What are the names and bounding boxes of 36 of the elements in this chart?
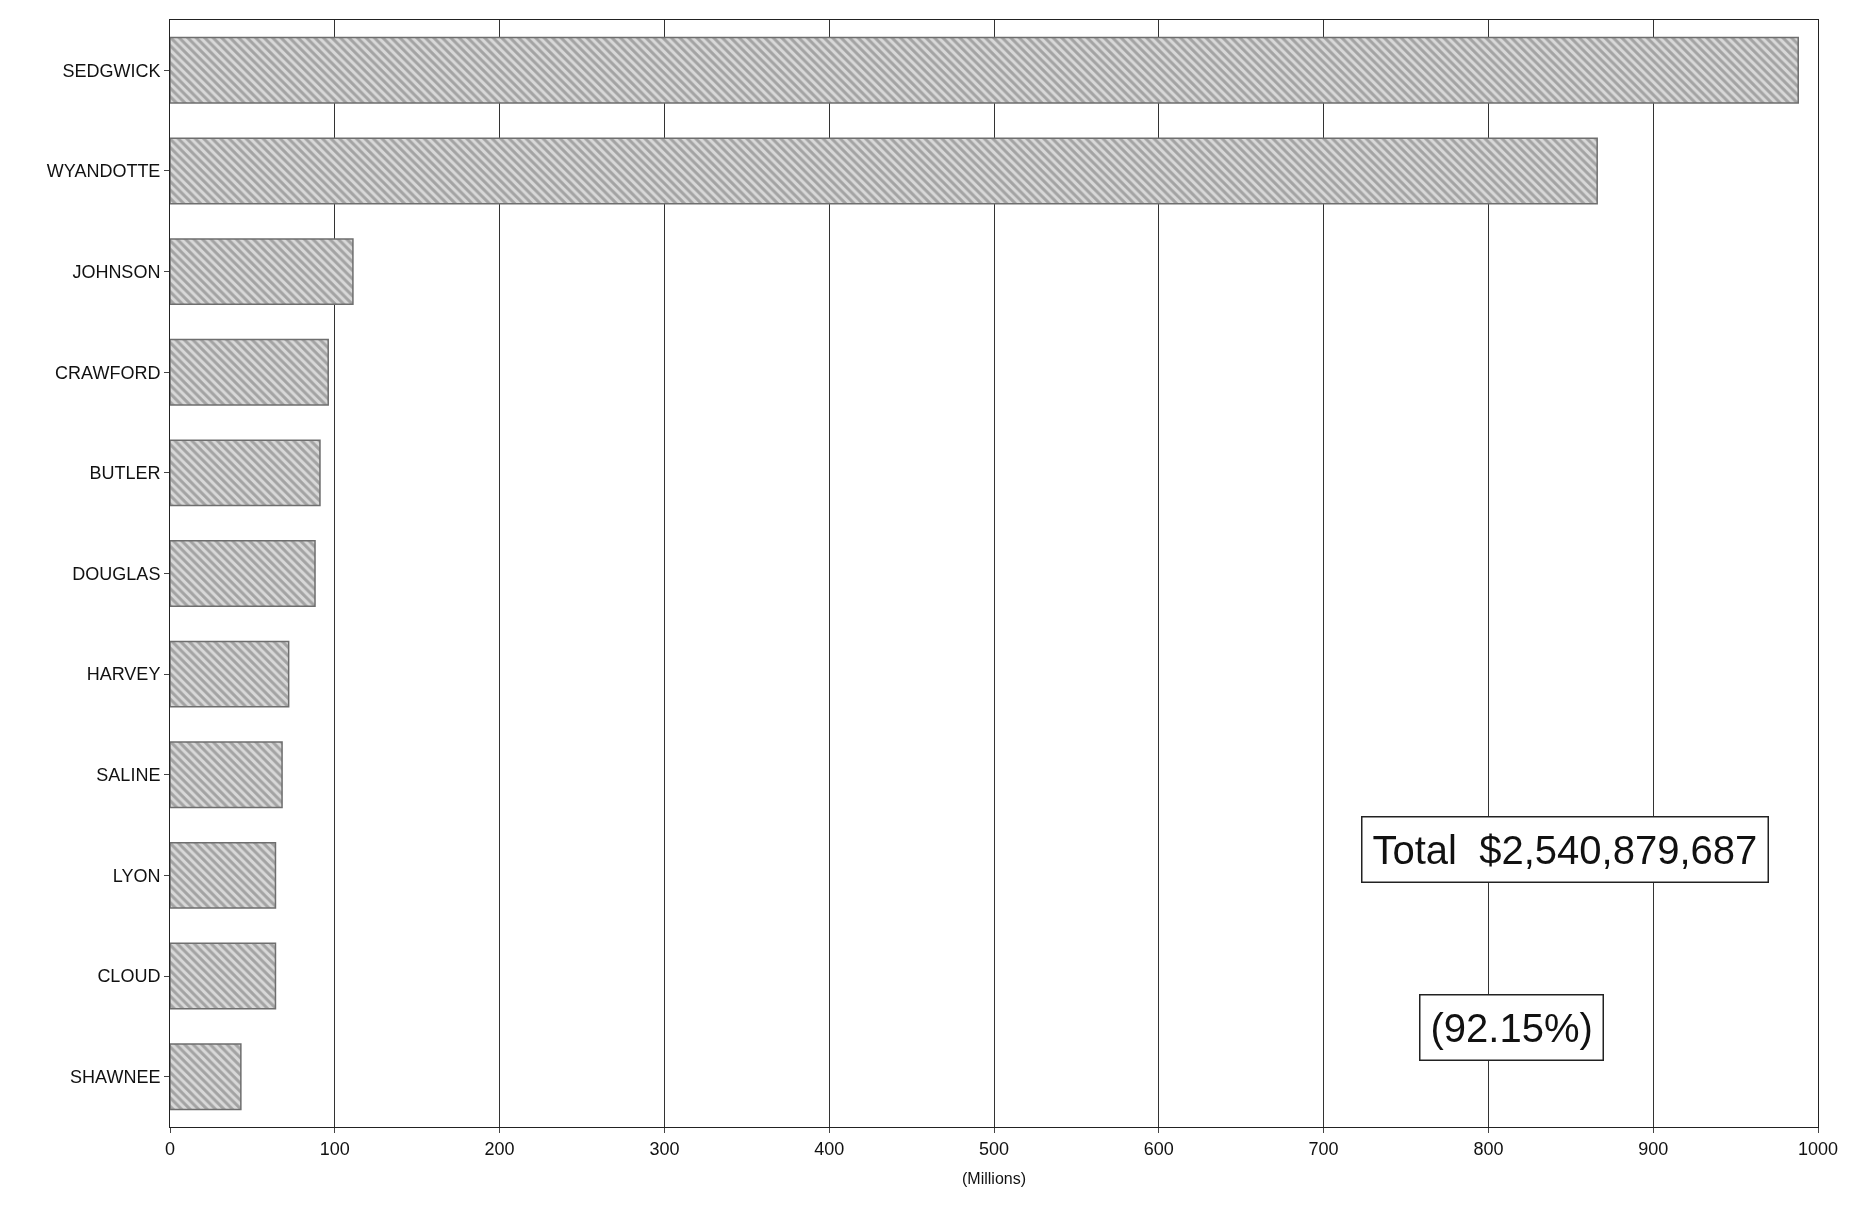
y-tick-label: HARVEY: [86, 664, 161, 685]
bar: [170, 942, 277, 1010]
y-tick-label: BUTLER: [89, 463, 161, 484]
x-tick-label: 600: [1143, 1138, 1174, 1159]
y-tick-label: DOUGLAS: [72, 563, 161, 584]
bar: [170, 741, 283, 809]
y-tick-label: SALINE: [96, 765, 161, 786]
x-tick-label: 800: [1473, 1138, 1504, 1159]
bar: [170, 137, 1598, 205]
y-tick-label: JOHNSON: [72, 261, 161, 282]
bar: [170, 238, 354, 306]
x-tick-label: 400: [814, 1138, 845, 1159]
bar: [170, 1043, 242, 1111]
x-tick-label: 200: [484, 1138, 515, 1159]
x-tick-label: 100: [319, 1138, 350, 1159]
y-tick-label: SHAWNEE: [70, 1066, 161, 1087]
y-tick-label: CLOUD: [97, 966, 161, 987]
x-tick-label: 300: [649, 1138, 680, 1159]
bar: [170, 338, 329, 406]
y-tick-label: SEDGWICK: [62, 60, 161, 81]
x-tick-label: 0: [164, 1138, 176, 1159]
y-tick-label: LYON: [112, 865, 161, 886]
x-axis-title: (Millions): [962, 1170, 1026, 1188]
annotation: (92.15%): [1430, 1005, 1593, 1050]
annotation: Total $2,540,879,687: [1372, 827, 1758, 872]
y-tick-label: CRAWFORD: [55, 362, 161, 383]
bar: [170, 841, 277, 909]
x-tick-label: 900: [1638, 1138, 1669, 1159]
bar: [170, 640, 290, 708]
x-tick-label: 1000: [1797, 1138, 1839, 1159]
y-tick-label: WYANDOTTE: [46, 161, 161, 182]
x-tick-label: 700: [1308, 1138, 1339, 1159]
x-tick-label: 500: [978, 1138, 1010, 1159]
bar: [170, 540, 316, 607]
bar: [170, 36, 1799, 104]
bar: [170, 439, 321, 507]
